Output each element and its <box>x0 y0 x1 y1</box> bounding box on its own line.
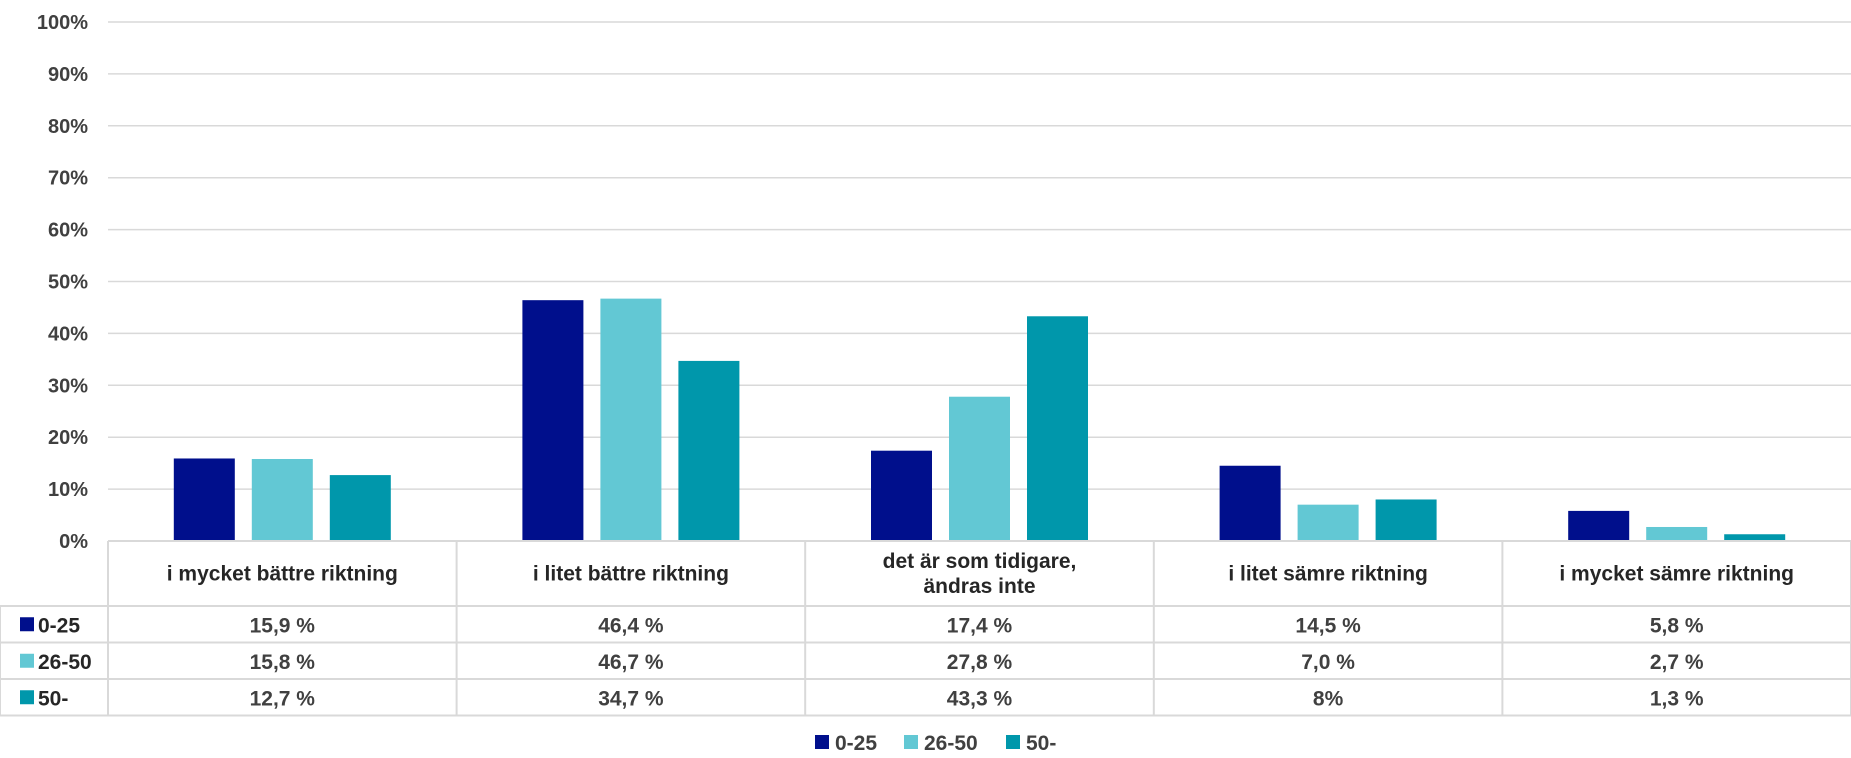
y-tick-label: 40% <box>48 323 88 345</box>
y-tick-label: 100% <box>37 12 88 34</box>
bar-50--0 <box>329 475 391 541</box>
row-label-0-25: 0-25 <box>38 614 80 637</box>
data-label: 46,7 % <box>598 651 664 674</box>
row-label-50-: 50- <box>38 687 68 710</box>
bar-26-50-0 <box>251 458 313 541</box>
data-label: 2,7 % <box>1650 651 1704 674</box>
bar-0-25-4 <box>1568 510 1630 541</box>
y-tick-label: 90% <box>48 64 88 86</box>
data-label: 14,5 % <box>1295 614 1361 637</box>
bar-0-25-1 <box>522 300 584 541</box>
bar-26-50-1 <box>600 298 662 541</box>
y-tick-label: 70% <box>48 168 88 190</box>
category-label: ändras inte <box>923 575 1035 598</box>
data-label: 12,7 % <box>250 687 316 710</box>
legend-key-50- <box>1006 735 1020 749</box>
y-tick-label: 80% <box>48 116 88 138</box>
data-label: 1,3 % <box>1650 687 1704 710</box>
category-label: i litet sämre riktning <box>1228 563 1428 586</box>
category-label: det är som tidigare, <box>883 550 1077 573</box>
y-tick-label: 10% <box>48 479 88 501</box>
category-label: i mycket bättre riktning <box>167 563 398 586</box>
bar-50--4 <box>1724 534 1786 541</box>
data-label: 8% <box>1313 687 1344 710</box>
data-label: 17,4 % <box>947 614 1013 637</box>
y-tick-label: 50% <box>48 272 88 294</box>
y-tick-label: 0% <box>59 531 88 553</box>
legend-key-0-25 <box>815 735 829 749</box>
bar-0-25-0 <box>173 458 235 541</box>
data-label: 7,0 % <box>1301 651 1355 674</box>
data-label: 43,3 % <box>947 687 1013 710</box>
data-label: 46,4 % <box>598 614 664 637</box>
legend-label-0-25: 0-25 <box>835 732 877 755</box>
y-tick-label: 60% <box>48 220 88 242</box>
bar-50--3 <box>1375 499 1437 541</box>
data-label: 15,9 % <box>250 614 316 637</box>
data-label: 34,7 % <box>598 687 664 710</box>
legend-label-50-: 50- <box>1026 732 1056 755</box>
row-label-26-50: 26-50 <box>38 651 92 674</box>
bar-26-50-2 <box>949 396 1010 541</box>
data-label: 15,8 % <box>250 651 316 674</box>
legend-key-26-50 <box>904 735 918 749</box>
category-label: i mycket sämre riktning <box>1559 563 1794 586</box>
y-tick-label: 30% <box>48 375 88 397</box>
legend-label-26-50: 26-50 <box>924 732 978 755</box>
row-legend-key-0-25 <box>20 617 34 632</box>
data-label: 5,8 % <box>1650 614 1704 637</box>
category-label: i litet bättre riktning <box>533 563 729 586</box>
y-tick-label: 20% <box>48 427 88 449</box>
data-label: 27,8 % <box>947 651 1013 674</box>
row-legend-key-26-50 <box>20 653 34 668</box>
bar-0-25-3 <box>1219 465 1281 541</box>
bar-50--1 <box>678 360 740 541</box>
bar-26-50-4 <box>1646 526 1708 541</box>
bar-50--2 <box>1027 316 1088 541</box>
row-legend-key-50- <box>20 690 34 705</box>
bar-0-25-2 <box>871 450 932 541</box>
bar-26-50-3 <box>1297 504 1359 541</box>
